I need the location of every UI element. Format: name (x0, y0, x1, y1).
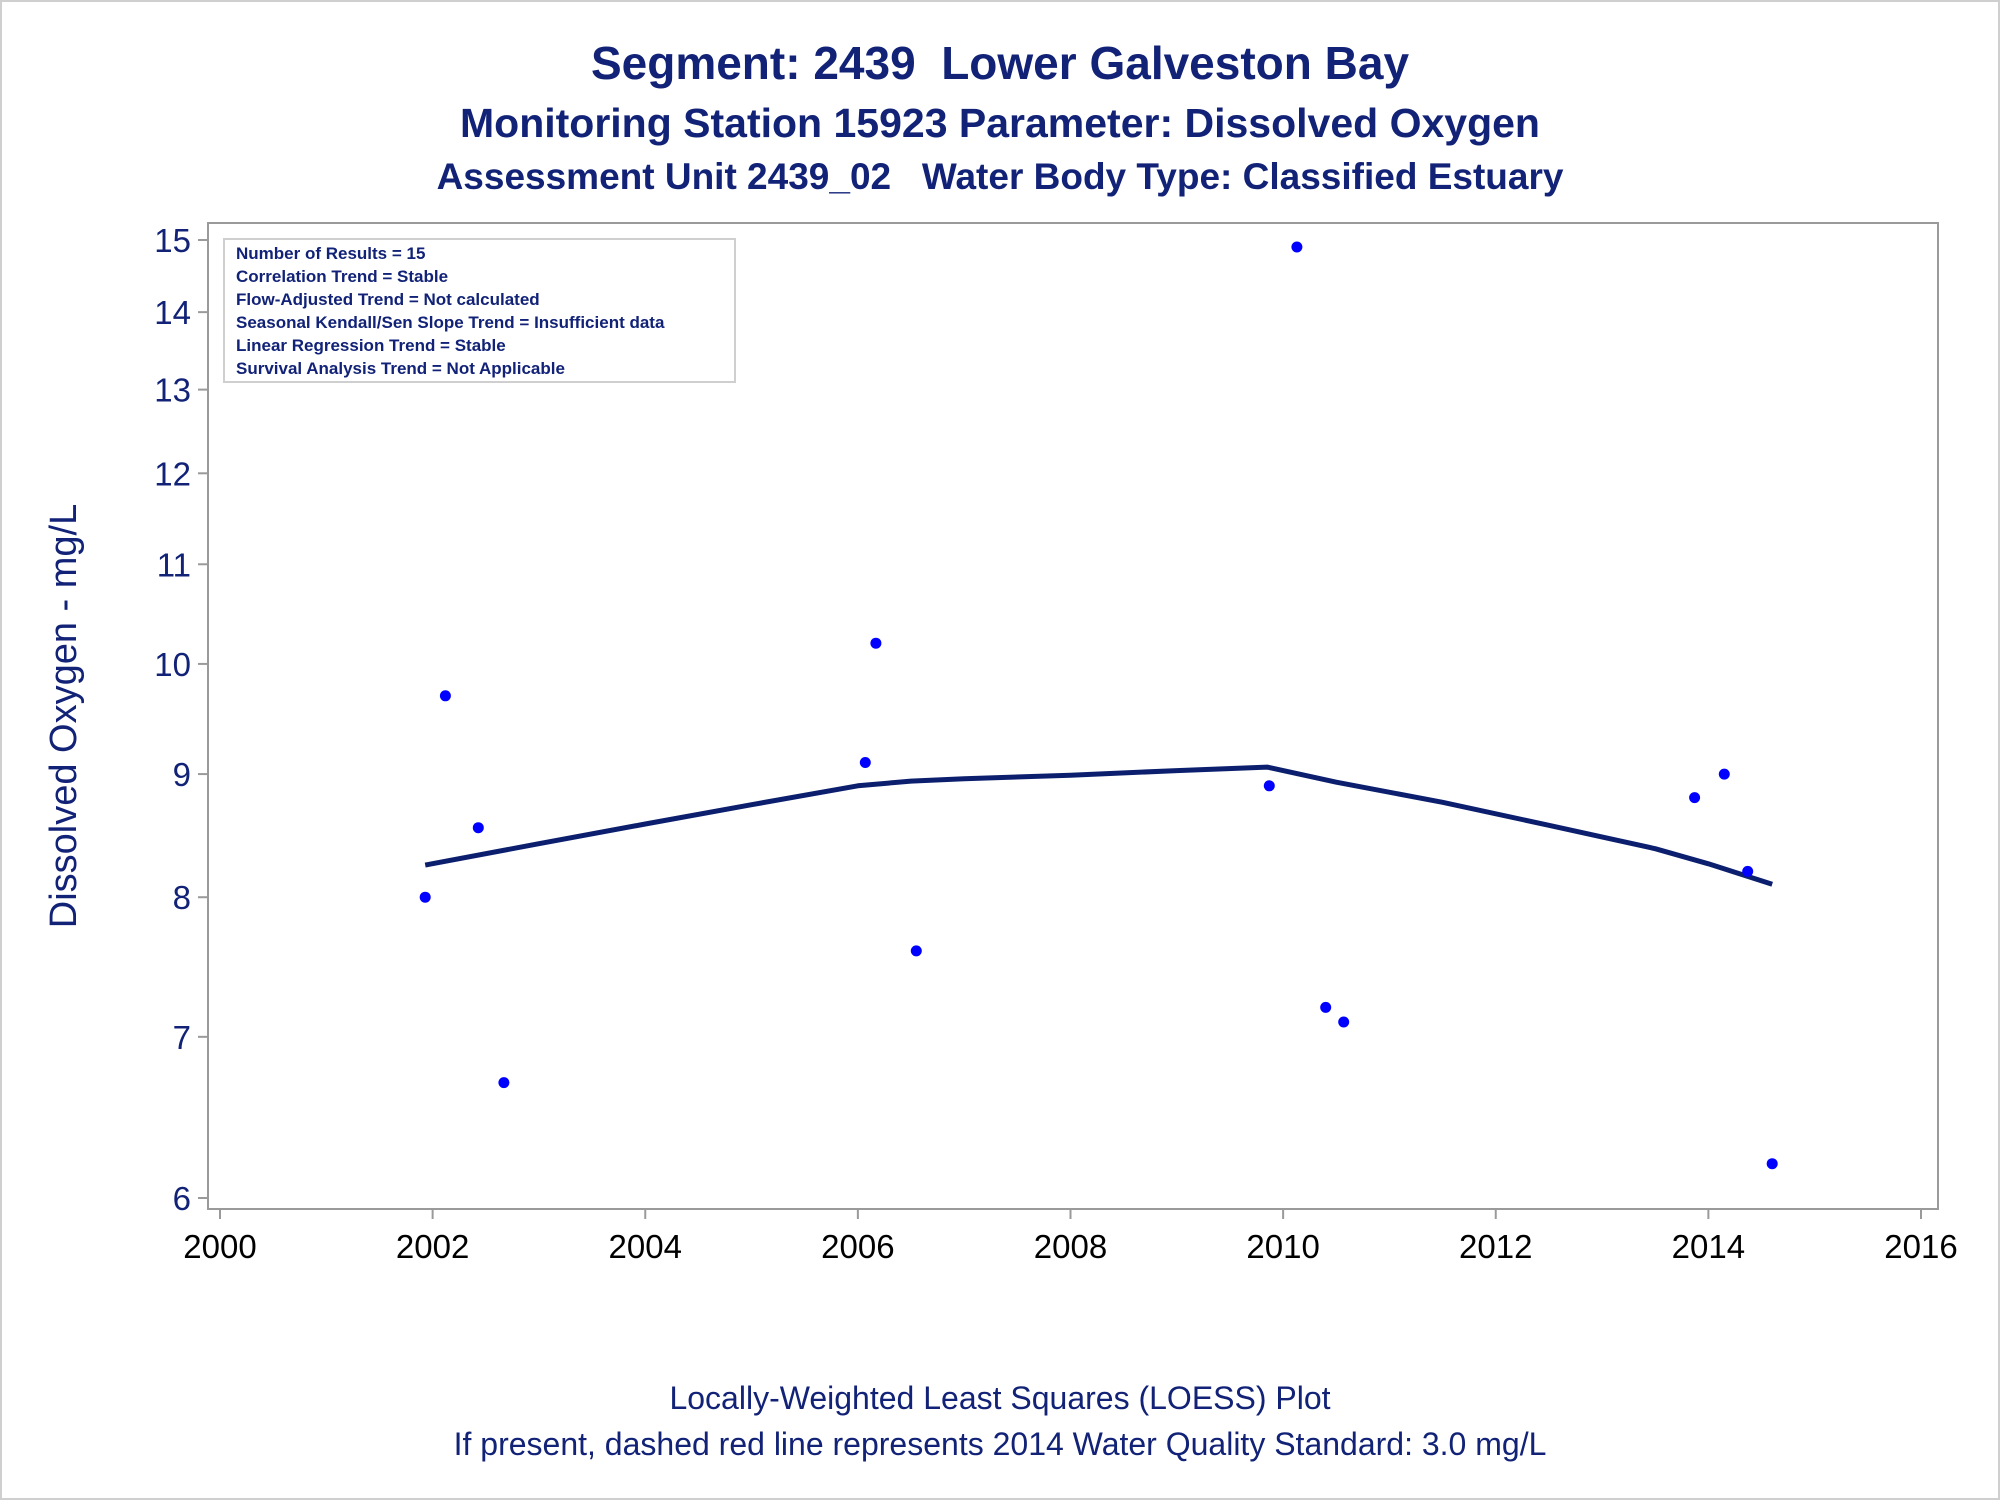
y-tick-label: 8 (173, 879, 191, 916)
footnote-loess: Locally-Weighted Least Squares (LOESS) P… (669, 1380, 1331, 1416)
info-line-survival: Survival Analysis Trend = Not Applicable (236, 359, 565, 378)
loess-series (424, 764, 1773, 887)
data-point (1689, 792, 1701, 804)
y-tick-label: 10 (154, 646, 191, 683)
x-tick-label: 2006 (821, 1228, 894, 1265)
data-point (472, 822, 484, 834)
data-point (870, 637, 882, 649)
data-point (1338, 1016, 1350, 1028)
y-tick-label: 6 (173, 1180, 191, 1217)
data-point (1291, 241, 1303, 253)
info-line-correlation: Correlation Trend = Stable (236, 267, 448, 286)
data-point (1718, 768, 1730, 780)
footnote-standard: If present, dashed red line represents 2… (453, 1426, 1547, 1462)
loess-line (424, 764, 1773, 887)
data-point (439, 690, 451, 702)
x-tick-label: 2014 (1672, 1228, 1745, 1265)
x-tick-label: 2002 (396, 1228, 469, 1265)
x-tick-label: 2010 (1246, 1228, 1319, 1265)
x-axis: 2000 2002 2004 2006 2008 2010 2012 2014 2016 (183, 1209, 1958, 1265)
data-points (419, 241, 1778, 1170)
data-point (419, 891, 431, 903)
data-point (1766, 1158, 1778, 1170)
info-line-linear-regression: Linear Regression Trend = Stable (236, 336, 506, 355)
data-point (910, 945, 922, 957)
data-point (1263, 780, 1275, 792)
chart-subtitle-2: Assessment Unit 2439_02 Water Body Type:… (436, 156, 1564, 197)
y-tick-label: 7 (173, 1019, 191, 1056)
x-tick-label: 2016 (1884, 1228, 1957, 1265)
y-axis: 6 7 8 9 10 11 12 13 14 15 (154, 222, 208, 1217)
chart-subtitle: Monitoring Station 15923 Parameter: Diss… (460, 100, 1540, 146)
y-tick-label: 11 (157, 546, 191, 583)
data-point (1320, 1001, 1332, 1013)
y-tick-label: 12 (154, 455, 191, 492)
y-tick-label: 9 (173, 756, 191, 793)
plot-area (207, 222, 1939, 1210)
data-point (1742, 865, 1754, 877)
x-tick-label: 2004 (609, 1228, 682, 1265)
y-tick-label: 15 (154, 222, 191, 259)
x-tick-label: 2000 (183, 1228, 256, 1265)
x-tick-label: 2012 (1459, 1228, 1532, 1265)
y-tick-label: 13 (154, 372, 191, 409)
info-line-results: Number of Results = 15 (236, 244, 425, 263)
data-point (498, 1077, 510, 1089)
chart-title: Segment: 2439 Lower Galveston Bay (590, 37, 1410, 89)
info-line-seasonal-kendall: Seasonal Kendall/Sen Slope Trend = Insuf… (236, 313, 665, 332)
info-line-flow-adjusted: Flow-Adjusted Trend = Not calculated (236, 290, 540, 309)
data-point (859, 757, 871, 768)
y-tick-label: 14 (154, 294, 191, 331)
info-box-border (223, 238, 736, 383)
x-tick-label: 2008 (1034, 1228, 1107, 1265)
y-axis-label: Dissolved Oxygen - mg/L (43, 504, 85, 929)
info-box: Number of Results = 15 Correlation Trend… (223, 238, 736, 383)
